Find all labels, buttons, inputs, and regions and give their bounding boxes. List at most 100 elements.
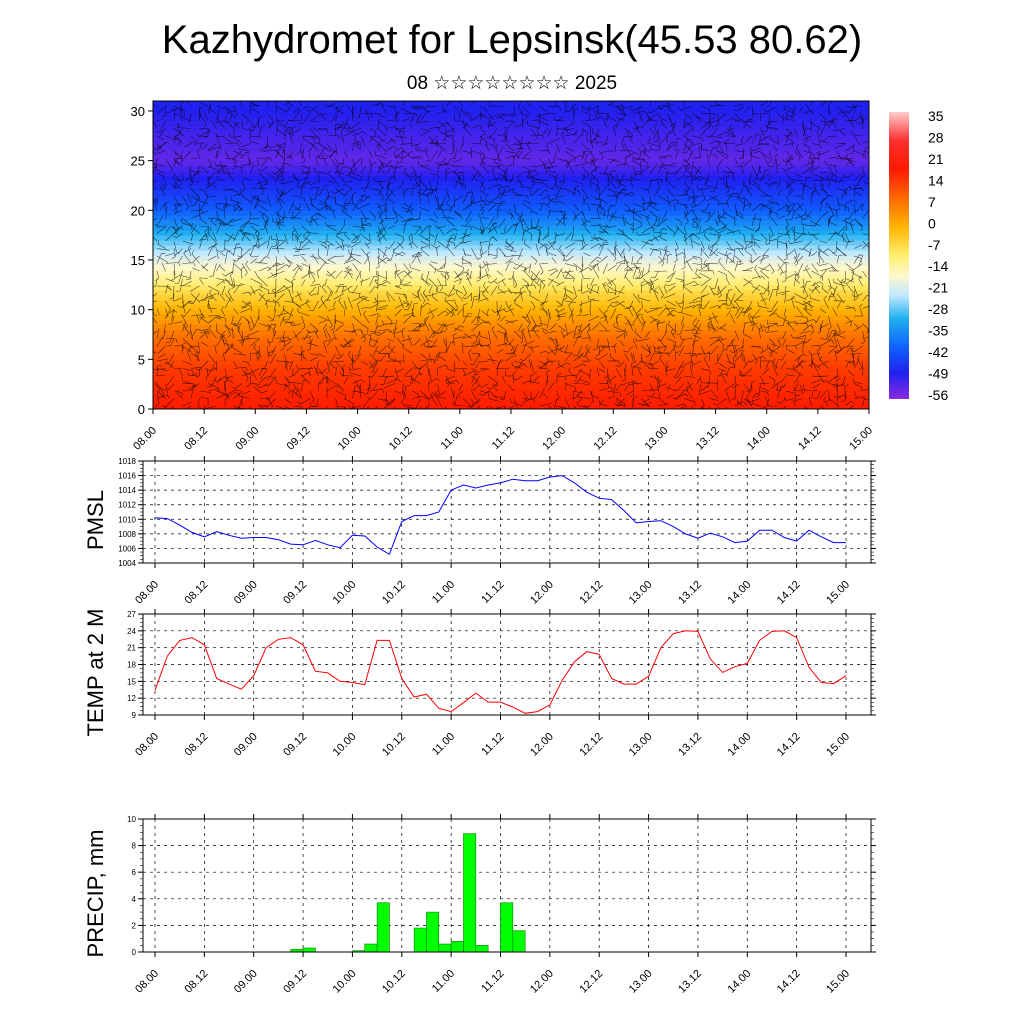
precip-bar bbox=[302, 947, 316, 953]
temperature-band bbox=[153, 329, 869, 335]
temperature-band bbox=[153, 219, 869, 226]
x-tick-label: 13.00 bbox=[627, 968, 655, 996]
x-tick-label: 13.00 bbox=[643, 425, 671, 453]
y-tick-label: 2 bbox=[132, 921, 137, 930]
colorbar-label: -35 bbox=[928, 323, 948, 339]
temperature-band bbox=[153, 249, 869, 256]
colorbar-label: 35 bbox=[928, 108, 944, 124]
x-tick-label: 14.00 bbox=[725, 731, 753, 759]
series-line bbox=[154, 475, 846, 556]
x-tick-label: 10.12 bbox=[380, 968, 408, 996]
temperature-band bbox=[153, 269, 869, 276]
y-tick-label: 0 bbox=[132, 948, 137, 957]
temperature-band bbox=[153, 333, 869, 340]
temperature-band bbox=[153, 204, 869, 211]
x-tick-label: 15.00 bbox=[824, 579, 852, 607]
x-tick-label: 12.00 bbox=[528, 968, 556, 996]
temperature-band bbox=[153, 110, 869, 117]
colorbar-label: -7 bbox=[928, 237, 941, 253]
colorbar-label: -14 bbox=[928, 258, 948, 274]
temperature-band bbox=[153, 264, 869, 271]
temperature-band bbox=[153, 393, 869, 400]
y-tick-label: 10 bbox=[127, 815, 136, 824]
precip-bar bbox=[450, 941, 464, 953]
colorbar-label: 21 bbox=[928, 151, 944, 167]
y-tick-label: 6 bbox=[132, 868, 137, 877]
x-tick-label: 09.00 bbox=[232, 579, 260, 607]
y-tick-label: 10 bbox=[131, 303, 145, 318]
colorbar-label: -28 bbox=[928, 301, 948, 317]
colorbar-label: 0 bbox=[928, 215, 936, 231]
x-tick-label: 14.00 bbox=[725, 579, 753, 607]
temperature-band bbox=[153, 284, 869, 291]
x-tick-label: 10.12 bbox=[387, 425, 415, 453]
x-tick-label: 14.00 bbox=[745, 425, 773, 453]
wind-barbs bbox=[153, 101, 869, 409]
y-axis-label: PRECIP, mm bbox=[83, 830, 108, 958]
temperature-band bbox=[153, 125, 869, 132]
temperature-band bbox=[153, 179, 869, 186]
precip-bar bbox=[512, 930, 526, 953]
temperature-band bbox=[153, 358, 869, 365]
precip-bar bbox=[463, 833, 477, 953]
x-tick-label: 13.00 bbox=[627, 731, 655, 759]
y-tick-label: 12 bbox=[127, 694, 136, 703]
x-tick-label: 14.12 bbox=[775, 731, 803, 759]
temperature-band bbox=[153, 140, 869, 147]
temperature-band bbox=[153, 299, 869, 306]
x-tick-label: 08.00 bbox=[133, 731, 161, 759]
temperature-band bbox=[153, 120, 869, 127]
x-tick-label: 14.12 bbox=[775, 579, 803, 607]
x-tick-label: 09.00 bbox=[233, 425, 261, 453]
temperature-band bbox=[153, 135, 869, 142]
temperature-band bbox=[153, 259, 869, 266]
chart-title: Kazhydromet for Lepsinsk(45.53 80.62) bbox=[161, 18, 863, 62]
y-tick-label: 1018 bbox=[118, 457, 136, 466]
precip-bar bbox=[438, 943, 452, 953]
x-tick-label: 08.12 bbox=[183, 731, 211, 759]
y-tick-label: 0 bbox=[138, 402, 145, 417]
x-tick-label: 11.12 bbox=[479, 731, 506, 758]
temperature-band bbox=[153, 309, 869, 316]
y-tick-label: 30 bbox=[131, 104, 145, 119]
temperature-band bbox=[153, 160, 869, 167]
temperature-band bbox=[153, 279, 869, 286]
x-tick-label: 13.12 bbox=[694, 425, 722, 453]
x-tick-label: 09.12 bbox=[281, 968, 309, 996]
x-tick-label: 12.00 bbox=[540, 425, 568, 453]
precip-bar bbox=[475, 945, 489, 953]
colorbar-label: -56 bbox=[928, 387, 948, 403]
y-tick-label: 1008 bbox=[118, 530, 136, 539]
temperature-band bbox=[153, 368, 869, 375]
x-tick-label: 11.12 bbox=[490, 425, 517, 452]
x-tick-label: 08.00 bbox=[133, 579, 161, 607]
x-tick-label: 12.12 bbox=[577, 579, 605, 607]
x-tick-label: 15.00 bbox=[847, 425, 875, 453]
y-tick-label: 25 bbox=[131, 154, 145, 169]
x-tick-label: 08.12 bbox=[183, 968, 211, 996]
x-tick-label: 09.12 bbox=[281, 579, 309, 607]
colorbar-label: -21 bbox=[928, 280, 948, 296]
x-tick-label: 14.12 bbox=[796, 425, 824, 453]
temperature-band bbox=[153, 353, 869, 360]
cross-section-field bbox=[153, 101, 869, 409]
temperature-band bbox=[153, 383, 869, 390]
x-tick-label: 13.00 bbox=[627, 579, 655, 607]
temperature-band bbox=[153, 155, 869, 162]
y-tick-label: 1004 bbox=[118, 559, 136, 568]
x-tick-label: 11.00 bbox=[430, 579, 457, 606]
x-tick-label: 12.12 bbox=[591, 425, 619, 453]
temperature-band bbox=[153, 348, 869, 355]
y-tick-label: 15 bbox=[131, 253, 145, 268]
temperature-band bbox=[153, 189, 869, 196]
temperature-band bbox=[153, 388, 869, 395]
temperature-band bbox=[153, 194, 869, 201]
y-tick-label: 15 bbox=[127, 677, 136, 686]
x-tick-label: 10.00 bbox=[331, 579, 359, 607]
x-tick-label: 10.00 bbox=[336, 425, 364, 453]
x-tick-label: 09.12 bbox=[285, 425, 313, 453]
temperature-band bbox=[153, 324, 869, 331]
y-tick-label: 24 bbox=[127, 627, 136, 636]
y-tick-label: 1010 bbox=[118, 515, 136, 524]
